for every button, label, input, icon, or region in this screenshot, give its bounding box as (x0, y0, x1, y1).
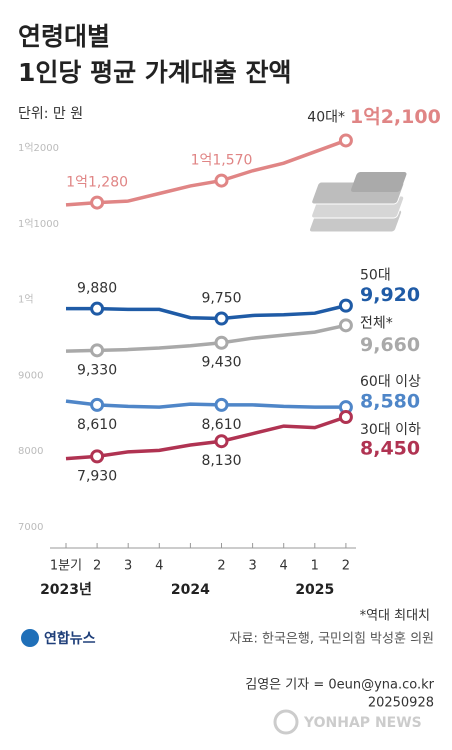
watermark: YONHAP NEWS (303, 715, 422, 731)
x-tick-label: 3 (124, 559, 132, 574)
value-label: 9,750 (201, 290, 241, 306)
x-tick-label: 3 (248, 559, 256, 574)
point (214, 434, 229, 449)
watermark-icon (273, 709, 299, 735)
y-tick-label: 8000 (18, 446, 43, 457)
value-label: 8,610 (201, 417, 241, 433)
point (338, 133, 353, 148)
chart-title: 1인당 평균 가계대출 잔액 (18, 58, 292, 87)
logo-icon (21, 629, 39, 647)
series-line (65, 323, 347, 353)
year-label: 2023년 (40, 582, 92, 598)
series-line (65, 415, 347, 461)
x-tick-label: 2 (217, 559, 225, 574)
unit-label: 단위: 만 원 (18, 106, 83, 122)
y-tick-label: 9000 (18, 370, 43, 381)
value-label: 8,610 (77, 417, 117, 433)
source: 자료: 한국은행, 국민의힘 박성훈 의원 (230, 631, 434, 647)
series-line (65, 138, 347, 207)
point (90, 301, 105, 316)
point (90, 195, 105, 210)
value-label: 7,930 (77, 468, 117, 484)
point (338, 318, 353, 333)
end-value-label: 1억2,100 (350, 106, 441, 128)
x-tick-label: 1분기 (50, 559, 82, 574)
x-tick-label: 2 (342, 559, 350, 574)
end-value-label: 8,450 (360, 437, 420, 459)
chart-title: 연령대별 (18, 22, 110, 51)
money-icon (308, 172, 407, 233)
x-tick-label: 2 (93, 559, 101, 574)
year-label: 2025 (295, 582, 334, 598)
series-line (66, 303, 347, 321)
value-label: 9,880 (77, 281, 117, 297)
reporter: 김영은 기자 = 0eun@yna.co.kr (245, 678, 434, 693)
value-label: 1억1,280 (66, 175, 128, 191)
value-label: 8,130 (201, 453, 241, 469)
end-value-label: 9,660 (360, 334, 420, 356)
point (90, 449, 105, 464)
value-label: 9,330 (77, 362, 117, 378)
year-label: 2024 (171, 582, 210, 598)
x-tick-label: 1 (311, 559, 319, 574)
series-line (65, 399, 346, 409)
footnote: *역대 최대치 (360, 609, 430, 624)
point (338, 298, 353, 313)
point (214, 397, 229, 412)
point (90, 397, 105, 412)
y-tick-label: 7000 (18, 522, 43, 533)
legend-label: 30대 이하 (360, 422, 421, 438)
date: 20250928 (368, 696, 434, 711)
logo: 연합뉴스 (44, 630, 96, 647)
point (214, 311, 229, 326)
point (90, 343, 105, 358)
legend-label: 40대* (307, 109, 345, 125)
point (338, 409, 353, 424)
x-tick-label: 4 (155, 559, 163, 574)
point (214, 335, 229, 350)
y-tick-label: 1억1000 (18, 218, 59, 230)
legend-label: 60대 이상 (360, 374, 421, 390)
legend-label: 50대 (360, 268, 391, 284)
legend-label: 전체* (360, 315, 393, 331)
y-tick-label: 1억2000 (18, 142, 59, 154)
y-tick-label: 1억 (18, 294, 34, 306)
point (214, 173, 229, 188)
end-value-label: 9,920 (360, 284, 420, 306)
value-label: 9,430 (201, 355, 241, 371)
end-value-label: 8,580 (360, 391, 420, 413)
x-tick-label: 4 (280, 559, 288, 574)
value-label: 1억1,570 (191, 153, 253, 169)
